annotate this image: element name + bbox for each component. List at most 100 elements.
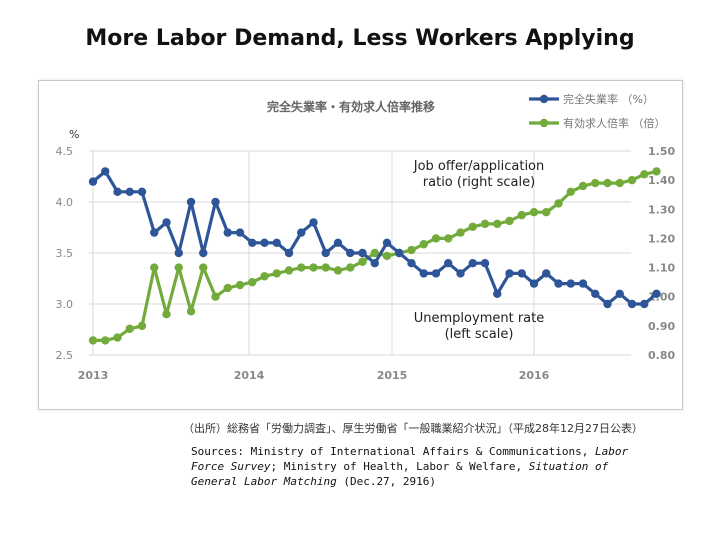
data-point-unemployment-rate — [321, 248, 330, 258]
left-axis-tick-label: 3.0 — [56, 298, 74, 311]
right-axis-tick-label: 1.40 — [648, 174, 675, 187]
annotation-unemployment-rate: (left scale) — [445, 327, 514, 342]
data-point-unemployment-rate — [529, 279, 539, 288]
data-point-job-offer-ratio — [566, 187, 575, 196]
data-point-unemployment-rate — [517, 269, 526, 278]
data-point-job-offer-ratio — [137, 321, 147, 331]
data-point-job-offer-ratio — [260, 272, 269, 281]
data-point-unemployment-rate — [444, 259, 453, 268]
data-point-unemployment-rate — [297, 228, 306, 237]
data-point-unemployment-rate — [125, 187, 134, 196]
data-point-job-offer-ratio — [186, 307, 196, 316]
data-point-job-offer-ratio — [358, 257, 367, 266]
data-point-unemployment-rate — [101, 167, 110, 176]
data-point-job-offer-ratio — [640, 170, 649, 179]
data-point-job-offer-ratio — [125, 324, 134, 333]
right-axis-tick-label: 0.80 — [648, 349, 675, 362]
sources-title-labor-matching: Situation of General Labor Matching — [191, 460, 609, 488]
source-note-japanese: （出所）総務省「労働力調査」、厚生労働省「一般職業紹介状況」（平成28年12月2… — [183, 422, 643, 435]
left-axis-tick-label: 4.0 — [56, 196, 74, 209]
data-point-job-offer-ratio — [652, 167, 661, 176]
data-point-job-offer-ratio — [468, 222, 477, 231]
data-point-job-offer-ratio — [370, 248, 379, 258]
data-point-job-offer-ratio — [333, 266, 343, 275]
data-point-job-offer-ratio — [284, 266, 294, 275]
legend-swatch-marker — [539, 118, 549, 128]
data-point-unemployment-rate — [150, 228, 159, 237]
data-point-unemployment-rate — [309, 218, 318, 227]
data-point-job-offer-ratio — [88, 336, 98, 345]
data-point-unemployment-rate — [493, 289, 502, 298]
data-point-job-offer-ratio — [615, 178, 624, 188]
data-point-job-offer-ratio — [419, 240, 428, 249]
data-point-job-offer-ratio — [297, 263, 306, 272]
data-point-unemployment-rate — [346, 248, 355, 258]
x-axis-tick-label: 2016 — [519, 369, 550, 382]
data-point-job-offer-ratio — [174, 263, 183, 272]
data-point-job-offer-ratio — [578, 181, 588, 191]
data-point-unemployment-rate — [186, 197, 196, 207]
data-point-unemployment-rate — [542, 269, 551, 278]
data-point-unemployment-rate — [174, 248, 183, 258]
chart-title: 完全失業率・有効求人倍率推移 — [267, 99, 435, 114]
data-point-unemployment-rate — [419, 269, 428, 278]
data-point-unemployment-rate — [578, 279, 588, 288]
data-point-unemployment-rate — [272, 238, 281, 247]
data-point-job-offer-ratio — [627, 175, 637, 185]
data-point-job-offer-ratio — [493, 219, 502, 229]
data-point-job-offer-ratio — [407, 245, 416, 255]
data-point-unemployment-rate — [137, 187, 147, 196]
data-point-job-offer-ratio — [346, 263, 355, 272]
annotation-unemployment-rate: Unemployment rate — [414, 311, 544, 326]
data-point-job-offer-ratio — [113, 333, 122, 342]
data-point-job-offer-ratio — [235, 280, 245, 290]
data-point-unemployment-rate — [235, 228, 245, 237]
line-chart: 完全失業率・有効求人倍率推移% 2.5 3.0 3.5 4.0 4.5 0.80 0.90 1.… — [56, 92, 676, 382]
data-point-unemployment-rate — [640, 299, 649, 309]
data-point-unemployment-rate — [211, 197, 220, 207]
data-point-unemployment-rate — [370, 259, 379, 268]
right-axis-tick-label: 1.10 — [648, 262, 675, 275]
right-axis-tick-label: 0.90 — [648, 320, 675, 333]
data-point-job-offer-ratio — [529, 208, 539, 217]
legend-label: 有効求人倍率 （倍） — [563, 116, 666, 130]
sources-suffix: (Dec.27, 2916) — [336, 475, 437, 488]
data-point-job-offer-ratio — [542, 208, 551, 217]
x-axis-tick-label: 2014 — [234, 369, 265, 382]
data-point-unemployment-rate — [603, 299, 612, 309]
data-point-unemployment-rate — [199, 248, 208, 258]
data-point-unemployment-rate — [162, 218, 171, 227]
chart-frame: 完全失業率・有効求人倍率推移% 2.5 3.0 3.5 4.0 4.5 0.80 0.90 1.… — [38, 80, 683, 410]
data-point-job-offer-ratio — [211, 292, 220, 301]
data-point-unemployment-rate — [591, 289, 600, 298]
x-axis-tick-label: 2015 — [377, 369, 408, 382]
data-point-unemployment-rate — [382, 238, 392, 247]
data-point-job-offer-ratio — [199, 263, 208, 272]
data-point-unemployment-rate — [480, 259, 490, 268]
annotation-job-offer-ratio: Job offer/application — [413, 159, 545, 174]
data-point-job-offer-ratio — [248, 277, 257, 287]
data-point-job-offer-ratio — [456, 228, 465, 237]
data-point-unemployment-rate — [333, 238, 343, 247]
data-point-unemployment-rate — [248, 238, 257, 247]
right-axis-tick-label: 1.20 — [648, 232, 675, 245]
sources-title-labor-force-survey: Labor Force Survey — [191, 445, 629, 473]
data-point-job-offer-ratio — [505, 216, 514, 226]
slide-title: More Labor Demand, Less Workers Applying — [85, 26, 635, 51]
data-point-job-offer-ratio — [272, 269, 281, 278]
legend-swatch-marker — [539, 94, 549, 104]
data-point-unemployment-rate — [260, 238, 269, 247]
data-point-job-offer-ratio — [603, 178, 612, 188]
data-point-unemployment-rate — [431, 269, 441, 278]
data-point-job-offer-ratio — [444, 234, 453, 243]
data-point-unemployment-rate — [88, 177, 98, 186]
data-point-unemployment-rate — [468, 259, 477, 268]
data-point-unemployment-rate — [358, 248, 367, 258]
sources-prefix: Sources: Ministry of International Affai… — [191, 445, 595, 458]
data-point-job-offer-ratio — [517, 210, 526, 220]
annotation-job-offer-ratio: ratio (right scale) — [423, 175, 535, 190]
left-axis-unit: % — [69, 128, 79, 141]
data-point-job-offer-ratio — [162, 310, 171, 319]
data-point-unemployment-rate — [615, 289, 624, 298]
legend-label: 完全失業率 （%） — [563, 92, 654, 106]
